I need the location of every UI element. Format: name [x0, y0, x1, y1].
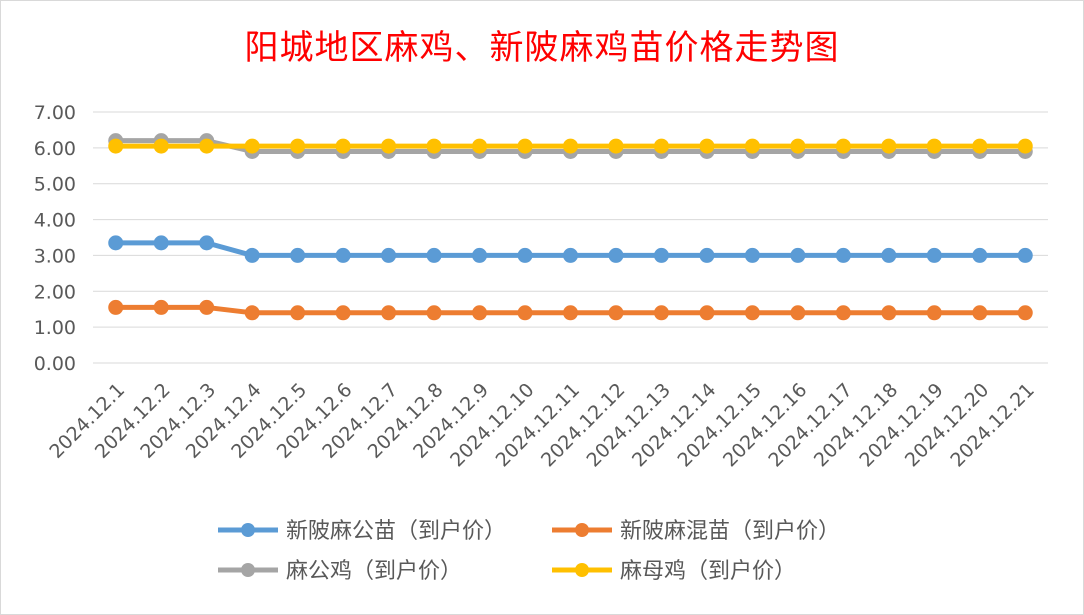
data-point	[381, 247, 397, 263]
series-4	[108, 138, 1033, 154]
data-point	[290, 138, 306, 154]
y-tick-label: 4.00	[34, 210, 76, 232]
data-point	[835, 138, 851, 154]
data-point	[790, 247, 806, 263]
data-point	[199, 138, 215, 154]
legend-item: 麻公鸡（到户价）	[218, 559, 462, 584]
data-point	[972, 305, 988, 321]
series-group	[108, 133, 1033, 321]
series-1	[108, 235, 1033, 263]
data-point	[926, 247, 942, 263]
data-point	[699, 247, 715, 263]
data-point	[563, 138, 578, 154]
data-point	[744, 247, 760, 263]
data-point	[472, 305, 488, 321]
data-point	[1017, 247, 1033, 263]
legend-swatch-marker	[241, 563, 255, 577]
data-point	[472, 247, 488, 263]
data-point	[335, 138, 351, 154]
data-point	[608, 305, 624, 321]
data-point	[381, 138, 397, 154]
data-point	[244, 305, 260, 321]
data-point	[426, 138, 442, 154]
data-point	[199, 235, 215, 251]
data-point	[244, 138, 260, 154]
legend-swatch-marker	[575, 563, 589, 577]
data-point	[608, 247, 624, 263]
legend-item: 麻母鸡（到户价）	[552, 559, 796, 584]
y-tick-label: 6.00	[34, 138, 76, 160]
data-point	[244, 247, 260, 263]
y-tick-label: 1.00	[34, 317, 76, 339]
y-tick-label: 3.00	[34, 245, 76, 267]
data-point	[335, 305, 351, 321]
data-point	[653, 247, 669, 263]
data-point	[290, 305, 306, 321]
data-point	[517, 247, 533, 263]
y-tick-label: 0.00	[34, 353, 76, 375]
legend-label: 麻公鸡（到户价）	[286, 559, 462, 584]
y-axis-ticks: 0.00 1.00 2.00 3.00 4.00 5.00 6.00 7.00	[34, 102, 76, 375]
y-tick-label: 2.00	[34, 281, 76, 303]
data-point	[153, 299, 169, 315]
legend-item: 新陂麻公苗（到户价）	[218, 519, 506, 544]
legend-swatch-marker	[241, 523, 255, 537]
legend: 新陂麻公苗（到户价） 新陂麻混苗（到户价） 麻公鸡（到户价） 麻母鸡（到户价）	[218, 519, 840, 584]
data-point	[790, 138, 806, 154]
data-point	[699, 305, 715, 321]
data-point	[426, 305, 442, 321]
x-axis-ticks: 2024.12.12024.12.22024.12.32024.12.42024…	[45, 379, 1038, 471]
data-point	[744, 138, 760, 154]
data-point	[563, 247, 578, 263]
y-tick-label: 5.00	[34, 174, 76, 196]
data-point	[517, 138, 533, 154]
data-point	[926, 305, 942, 321]
data-point	[108, 299, 124, 315]
legend-label: 新陂麻混苗（到户价）	[620, 519, 840, 544]
data-point	[1017, 305, 1033, 321]
data-point	[881, 138, 897, 154]
data-point	[972, 138, 988, 154]
data-point	[835, 247, 851, 263]
data-point	[653, 305, 669, 321]
data-point	[653, 138, 669, 154]
data-point	[290, 247, 306, 263]
legend-swatch-marker	[575, 523, 589, 537]
data-point	[608, 138, 624, 154]
data-point	[335, 247, 351, 263]
data-point	[381, 305, 397, 321]
data-point	[790, 305, 806, 321]
chart-title: 阳城地区麻鸡、新陂麻鸡苗价格走势图	[244, 28, 840, 68]
legend-label: 新陂麻公苗（到户价）	[286, 519, 506, 544]
data-point	[1017, 138, 1033, 154]
data-point	[153, 235, 169, 251]
data-point	[699, 138, 715, 154]
data-point	[108, 138, 124, 154]
series-2	[108, 299, 1033, 321]
data-point	[426, 247, 442, 263]
data-point	[835, 305, 851, 321]
data-point	[881, 247, 897, 263]
data-point	[472, 138, 488, 154]
y-tick-label: 7.00	[34, 102, 76, 124]
data-point	[926, 138, 942, 154]
legend-item: 新陂麻混苗（到户价）	[552, 519, 840, 544]
data-point	[972, 247, 988, 263]
legend-label: 麻母鸡（到户价）	[620, 559, 796, 584]
data-point	[744, 305, 760, 321]
data-point	[517, 305, 533, 321]
data-point	[108, 235, 124, 251]
data-point	[153, 138, 169, 154]
data-point	[881, 305, 897, 321]
data-point	[199, 299, 215, 315]
data-point	[563, 305, 578, 321]
